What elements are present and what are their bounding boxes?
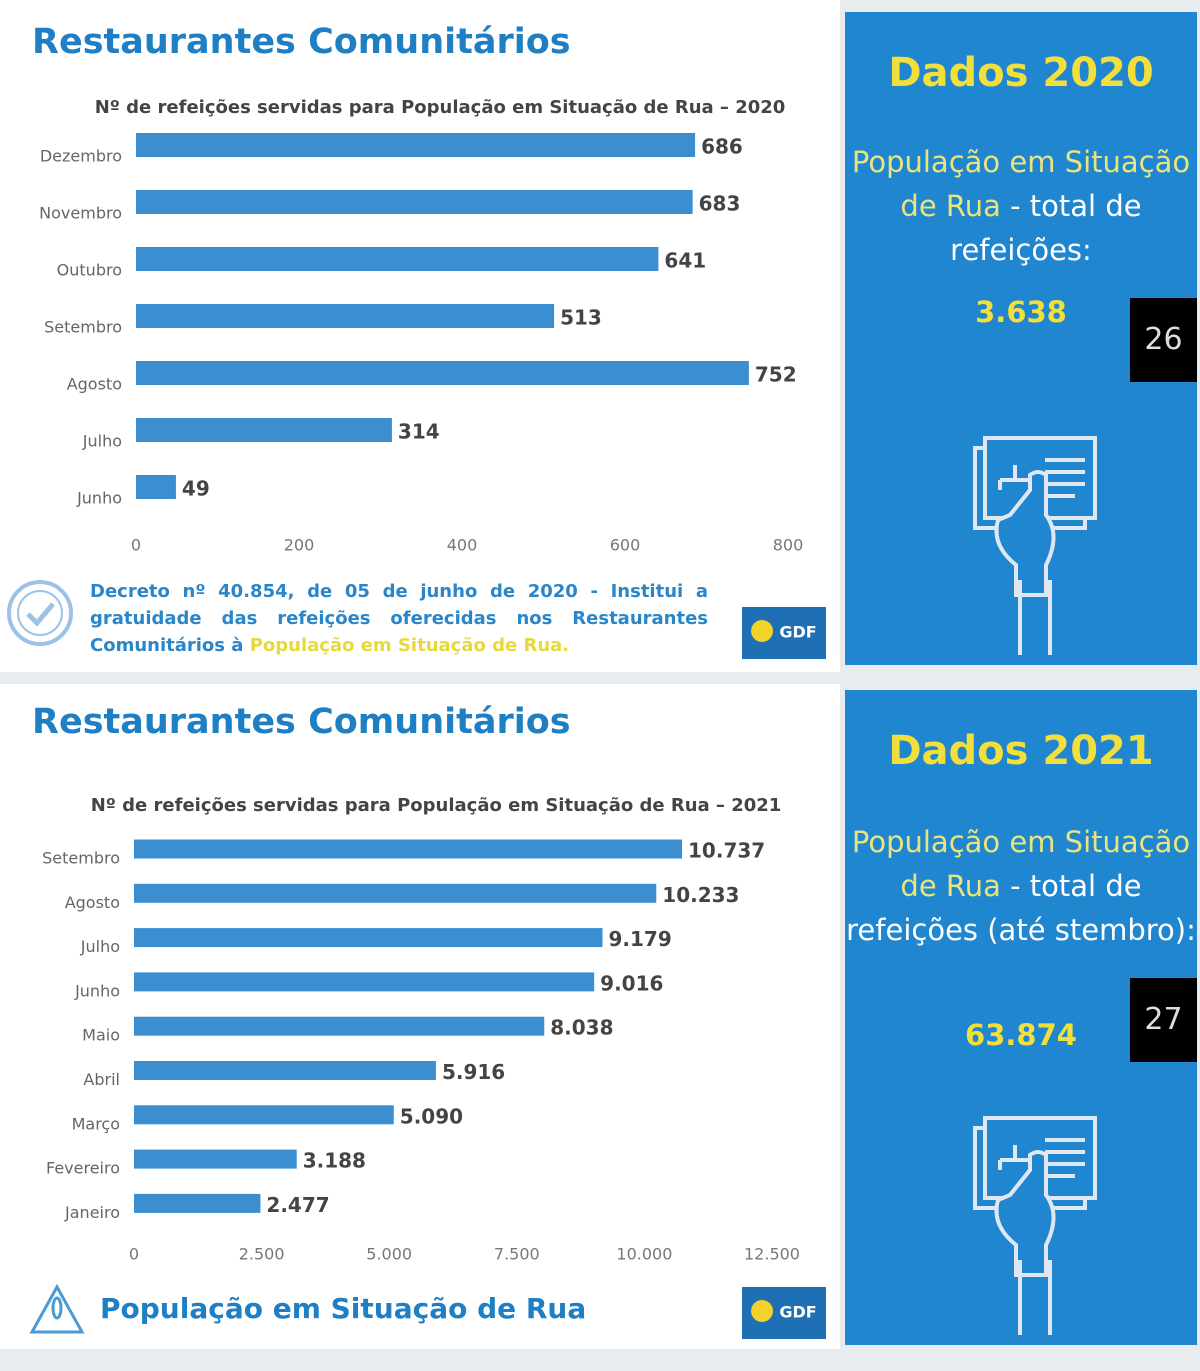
page-number: 27 [1130,978,1197,1062]
y-tick-label: Dezembro [40,147,122,166]
bar [136,361,749,385]
value-label: 513 [560,306,602,330]
panel-text: População em Situação de Rua - total de … [845,140,1197,272]
check-icon [7,580,73,646]
x-tick-label: 800 [773,536,804,555]
value-label: 10.737 [688,839,765,863]
heading: Restaurantes Comunitários [32,702,571,742]
chart-title: Nº de refeições servidas para População … [91,795,782,816]
panel-text: População em Situação de Rua - total de … [845,820,1197,952]
slide-bg [0,684,840,1349]
y-tick-label: Setembro [42,849,120,868]
value-label: 314 [398,420,440,444]
value-label: 641 [664,249,706,273]
value-label: 3.188 [303,1149,366,1173]
y-tick-label: Agosto [67,375,122,394]
bar [134,1016,545,1036]
x-tick-label: 0 [129,1245,139,1264]
bar [136,304,555,328]
y-tick-label: Agosto [65,893,120,912]
chart-title: Nº de refeições servidas para População … [95,97,786,118]
value-label: 686 [701,135,743,159]
y-tick-label: Junho [74,981,120,1000]
y-tick-label: Julho [82,432,122,451]
value-label: 9.179 [608,927,671,951]
warning-icon [29,1283,85,1334]
note-text: Decreto nº 40.854, de 05 de junho de 202… [90,581,708,656]
logo-text: GDF [779,623,816,642]
footer: População em Situação de Rua [100,1292,587,1325]
value-label: 5.090 [400,1104,463,1128]
bar [136,418,392,442]
value-label: 9.016 [600,971,663,995]
panel-total: 3.638 [975,295,1067,329]
bar [134,972,595,992]
panel-label: - total de refeições (até stembro): [846,869,1196,947]
note: Decreto nº 40.854, de 05 de junho de 202… [90,578,708,659]
value-label: 10.233 [662,883,739,907]
value-label: 683 [699,192,741,216]
heading: Restaurantes Comunitários [32,22,571,62]
document-icon [973,436,1097,1335]
bar [134,883,657,903]
bar [136,247,659,271]
logo-text: GDF [779,1303,816,1322]
y-tick-label: Abril [83,1070,120,1089]
value-label: 752 [755,363,797,387]
y-tick-label: Julho [80,937,120,956]
x-tick-label: 0 [131,536,141,555]
x-tick-label: 200 [284,536,315,555]
panel-label: - total de refeições: [950,189,1142,267]
y-tick-label: Março [72,1114,120,1133]
x-tick-label: 600 [610,536,641,555]
bar [134,1149,297,1169]
x-tick-label: 5.000 [366,1245,412,1264]
bar [136,475,176,499]
panel-total: 63.874 [965,1018,1077,1052]
bar [134,928,603,948]
bar [134,1193,261,1213]
bar [134,1061,436,1080]
panel-highlight: População em Situação de Rua [851,145,1191,223]
x-tick-label: 400 [447,536,478,555]
slide-bg [0,0,840,672]
x-tick-label: 12.500 [744,1245,800,1264]
y-tick-label: Janeiro [64,1203,120,1222]
bar [134,839,683,859]
y-tick-label: Outubro [57,261,122,280]
value-label: 49 [182,477,210,501]
bar [136,133,696,157]
y-tick-label: Fevereiro [46,1159,120,1178]
page-number: 26 [1130,298,1197,382]
panel-title: Dados 2021 [888,728,1154,774]
value-label: 8.038 [550,1016,613,1040]
y-tick-label: Junho [76,489,122,508]
x-tick-label: 7.500 [494,1245,540,1264]
y-tick-label: Maio [82,1026,120,1045]
value-label: 2.477 [266,1193,329,1217]
x-tick-label: 10.000 [616,1245,672,1264]
y-tick-label: Novembro [39,204,122,223]
note-highlight: População em Situação de Rua. [249,635,570,656]
x-tick-label: 2.500 [239,1245,285,1264]
bar [136,190,693,214]
bar [134,1105,394,1125]
value-label: 5.916 [442,1060,505,1084]
logo: GDF GDF [742,607,826,1339]
panel-highlight: População em Situação de Rua [851,825,1191,903]
y-tick-label: Setembro [44,318,122,337]
panel-title: Dados 2020 [888,50,1154,96]
